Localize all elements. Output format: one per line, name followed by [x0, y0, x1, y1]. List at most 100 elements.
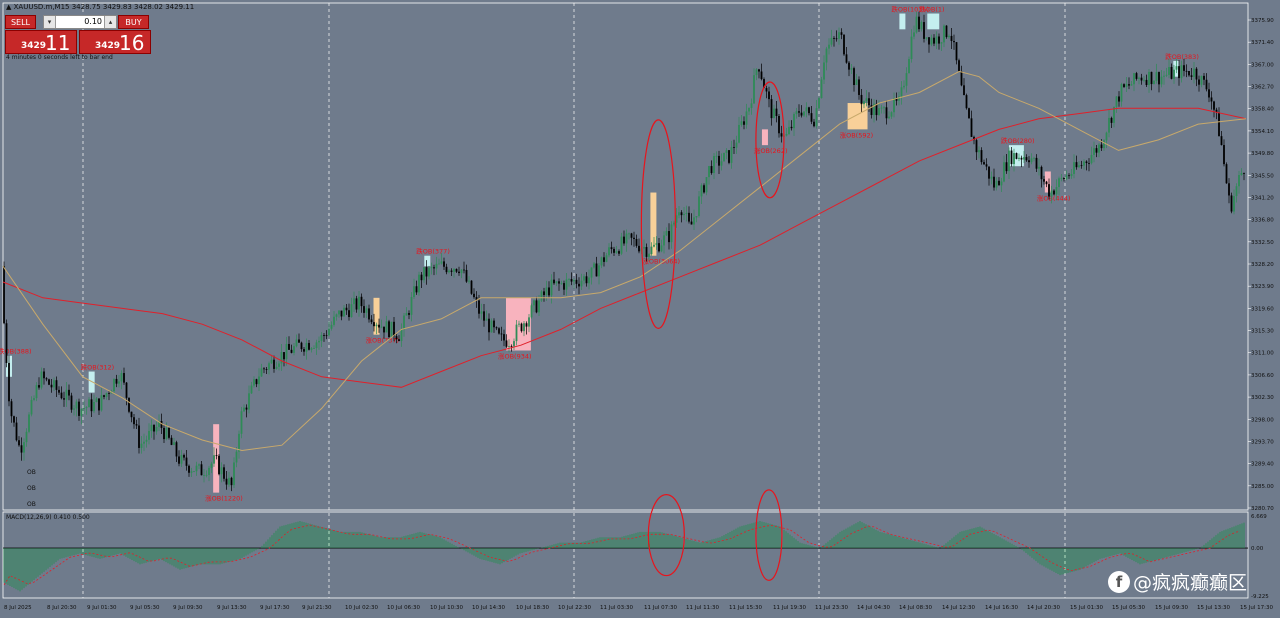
candle-body [563, 283, 565, 290]
candle-body [805, 107, 808, 112]
macd-signal-line [3, 524, 1241, 586]
candle-body [550, 279, 553, 296]
x-tick-label: 10 Jul 18:30 [516, 605, 549, 611]
candle-body [225, 478, 228, 485]
candle-body [208, 467, 210, 475]
candle-body [1128, 84, 1130, 86]
candle-body [1098, 144, 1100, 153]
candle-body [590, 267, 593, 278]
candle-body [123, 373, 125, 383]
candle-body [398, 339, 400, 342]
candle-body [180, 454, 183, 464]
candle-body [730, 147, 733, 163]
candle-body [318, 340, 320, 343]
candle-body [405, 313, 408, 316]
candle-body [1233, 196, 1235, 212]
candle-body [1185, 70, 1188, 72]
candle-body [105, 393, 108, 397]
candle-body [80, 408, 83, 416]
candle-body [825, 48, 828, 63]
candle-body [158, 421, 160, 427]
buy-price-button[interactable]: 3429 16 [79, 30, 151, 55]
x-tick-label: 15 Jul 13:30 [1197, 605, 1230, 611]
y-tick-label: 3315.30 [1251, 329, 1274, 335]
candle-body [888, 116, 890, 119]
candle-body [93, 402, 95, 412]
lot-decrease-button[interactable]: ▾ [44, 16, 56, 28]
candle-body [860, 94, 863, 105]
candle-body [788, 126, 790, 135]
candle-body [565, 279, 568, 290]
candle-body [1118, 96, 1120, 102]
lot-size-input[interactable]: ▾ 0.10 ▴ [43, 15, 117, 29]
candle-body [603, 257, 605, 262]
candle-body [535, 300, 538, 313]
candle-body [155, 426, 158, 432]
highlight-circle [640, 119, 676, 329]
candle-body [815, 108, 818, 127]
candle-body [608, 247, 610, 256]
candle-body [533, 300, 535, 306]
candle-body [745, 111, 748, 125]
candle-body [1023, 157, 1025, 160]
candle-body [410, 297, 413, 315]
candle-body [863, 101, 865, 105]
candle-body [708, 166, 710, 178]
candle-body [695, 216, 698, 218]
candle-body [1193, 68, 1195, 77]
lot-increase-button[interactable]: ▴ [104, 16, 116, 28]
candle-body [558, 281, 560, 284]
candle-body [1058, 178, 1060, 188]
candle-body [1105, 132, 1108, 141]
candle-body [98, 398, 100, 411]
candle-body [668, 231, 670, 243]
candle-body [33, 398, 35, 400]
candle-body [258, 376, 260, 385]
y-tick-label: 3289.40 [1251, 462, 1274, 468]
candle-body [1028, 160, 1030, 163]
candle-body [560, 283, 563, 284]
candle-body [718, 155, 720, 166]
candle-body [458, 271, 460, 274]
candle-body [645, 247, 648, 257]
candle-body [500, 333, 503, 335]
candle-body [1140, 77, 1143, 81]
candle-body [1215, 109, 1218, 113]
candle-body [845, 54, 848, 63]
candle-body [848, 62, 850, 70]
candle-body [1088, 163, 1090, 164]
lot-value[interactable]: 0.10 [84, 17, 102, 26]
candle-body [820, 79, 823, 99]
candle-body [950, 35, 953, 41]
candle-body [355, 298, 358, 310]
candle-body [675, 215, 678, 223]
candle-body [1045, 181, 1048, 185]
candle-body [755, 69, 758, 76]
y-tick-label: 3367.00 [1251, 62, 1274, 68]
candle-body [195, 465, 198, 472]
candle-body [193, 471, 195, 473]
y-tick-label: 3306.60 [1251, 373, 1274, 379]
candle-body [870, 105, 873, 116]
buy-button[interactable]: BUY [118, 15, 149, 29]
price-panel-frame [2, 2, 1249, 511]
sell-price-button[interactable]: 3429 11 [5, 30, 77, 55]
candle-body [643, 247, 645, 249]
macd-tick-label: 6.669 [1251, 514, 1267, 520]
candle-body [998, 180, 1000, 186]
candle-body [490, 320, 493, 333]
candle-body [238, 433, 240, 452]
candle-body [648, 254, 650, 257]
candle-body [785, 134, 788, 136]
candle-body [773, 108, 775, 119]
sell-button[interactable]: SELL [5, 15, 36, 29]
candle-body [8, 362, 10, 402]
candle-body [933, 37, 935, 44]
candle-body [898, 96, 900, 101]
macd-tick-label: 0.00 [1251, 546, 1264, 552]
candle-body [735, 142, 738, 148]
candle-body [855, 79, 858, 86]
candle-body [883, 107, 885, 109]
candle-body [230, 477, 233, 486]
